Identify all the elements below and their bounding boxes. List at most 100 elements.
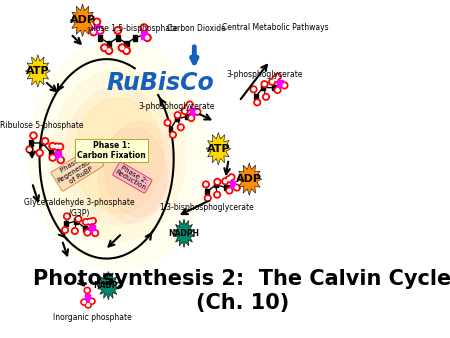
Bar — [190, 107, 195, 115]
Bar — [277, 80, 283, 87]
Text: Phase 3:
Regeneration
of RuBP: Phase 3: Regeneration of RuBP — [52, 148, 103, 190]
Text: Photosynthesis 2:  The Calvin Cycle: Photosynthesis 2: The Calvin Cycle — [33, 269, 450, 289]
Circle shape — [90, 218, 96, 224]
Circle shape — [90, 300, 94, 303]
Circle shape — [44, 140, 47, 143]
Bar — [214, 182, 218, 187]
Circle shape — [283, 84, 286, 87]
Circle shape — [190, 117, 193, 120]
Bar — [116, 35, 120, 41]
Circle shape — [88, 220, 91, 223]
Ellipse shape — [74, 98, 163, 213]
Circle shape — [142, 26, 146, 29]
Circle shape — [58, 145, 62, 148]
Circle shape — [188, 115, 194, 121]
Circle shape — [103, 46, 106, 49]
Bar — [124, 41, 129, 46]
Circle shape — [254, 99, 261, 106]
Circle shape — [261, 81, 268, 88]
Text: RuBisCo: RuBisCo — [106, 71, 214, 95]
Bar — [94, 25, 100, 33]
Polygon shape — [70, 4, 95, 37]
Circle shape — [101, 44, 108, 51]
Polygon shape — [237, 163, 262, 195]
Circle shape — [196, 110, 199, 113]
Circle shape — [82, 219, 89, 225]
Circle shape — [86, 289, 89, 292]
Circle shape — [263, 94, 270, 100]
Circle shape — [225, 176, 232, 183]
Text: 3-phosphoglycerate: 3-phosphoglycerate — [226, 70, 303, 79]
Circle shape — [92, 30, 95, 34]
Bar — [261, 85, 266, 90]
Circle shape — [59, 159, 63, 162]
Circle shape — [30, 132, 37, 139]
Circle shape — [214, 191, 220, 198]
Circle shape — [53, 143, 60, 150]
Circle shape — [87, 304, 90, 307]
Bar — [224, 185, 228, 190]
Circle shape — [51, 144, 54, 148]
Circle shape — [94, 232, 97, 235]
Circle shape — [272, 76, 279, 82]
Text: 3-phosphoglycerate: 3-phosphoglycerate — [139, 102, 216, 111]
Circle shape — [269, 78, 275, 85]
Circle shape — [63, 213, 70, 220]
Bar — [133, 35, 137, 41]
Circle shape — [179, 126, 182, 129]
Bar — [89, 225, 94, 232]
Bar — [254, 94, 257, 99]
Circle shape — [263, 82, 266, 86]
Circle shape — [116, 29, 119, 32]
Circle shape — [49, 154, 56, 161]
Circle shape — [216, 180, 219, 183]
Bar — [85, 294, 90, 301]
Bar — [272, 85, 276, 90]
Circle shape — [89, 298, 95, 304]
Circle shape — [55, 145, 58, 148]
Circle shape — [166, 121, 169, 124]
Polygon shape — [98, 271, 119, 300]
Circle shape — [228, 189, 231, 192]
Circle shape — [252, 88, 255, 91]
Circle shape — [224, 180, 227, 183]
Circle shape — [81, 299, 87, 305]
Circle shape — [204, 195, 211, 201]
Text: ADP: ADP — [70, 15, 95, 25]
Circle shape — [222, 178, 229, 185]
Bar — [74, 218, 78, 223]
Circle shape — [170, 131, 176, 138]
Text: ATP: ATP — [26, 66, 50, 76]
Circle shape — [274, 87, 281, 93]
Polygon shape — [206, 132, 231, 165]
Bar — [141, 31, 147, 39]
Circle shape — [56, 143, 63, 150]
Circle shape — [274, 73, 281, 80]
Text: Ribulose 5-phosphate: Ribulose 5-phosphate — [0, 121, 83, 129]
Bar — [169, 127, 172, 132]
Circle shape — [226, 187, 233, 194]
Circle shape — [49, 143, 56, 150]
Circle shape — [276, 75, 279, 78]
Circle shape — [84, 229, 91, 236]
Circle shape — [146, 36, 149, 40]
Polygon shape — [26, 55, 50, 87]
Circle shape — [281, 82, 288, 89]
Bar — [83, 226, 87, 231]
Circle shape — [118, 44, 126, 51]
Circle shape — [107, 49, 111, 52]
Ellipse shape — [105, 122, 174, 216]
Circle shape — [123, 47, 130, 54]
Circle shape — [73, 230, 77, 233]
Circle shape — [65, 215, 68, 218]
Circle shape — [176, 114, 179, 117]
Circle shape — [84, 220, 87, 223]
Circle shape — [41, 138, 49, 145]
Text: 1,3-bisphosphoglycerate: 1,3-bisphosphoglycerate — [159, 203, 254, 212]
Circle shape — [144, 34, 151, 42]
Circle shape — [77, 217, 80, 220]
Circle shape — [230, 176, 233, 179]
Circle shape — [75, 216, 82, 222]
Bar — [205, 189, 209, 194]
Circle shape — [92, 230, 99, 237]
